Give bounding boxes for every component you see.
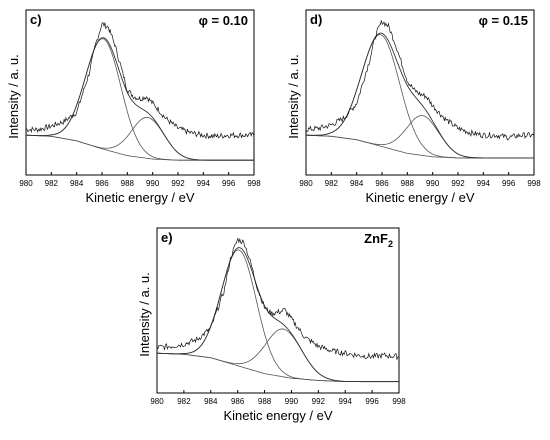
panel-label: c) xyxy=(30,12,42,27)
x-tick-label: 984 xyxy=(350,179,364,188)
x-tick-label: 996 xyxy=(222,179,236,188)
x-tick-label: 988 xyxy=(258,397,272,406)
x-tick-label: 982 xyxy=(177,397,191,406)
x-axis-title: Kinetic energy / eV xyxy=(365,190,474,205)
x-tick-label: 988 xyxy=(121,179,135,188)
x-tick-label: 996 xyxy=(502,179,516,188)
x-tick-label: 990 xyxy=(285,397,299,406)
x-axis-title: Kinetic energy / eV xyxy=(85,190,194,205)
x-tick-label: 980 xyxy=(150,397,164,406)
panel-annotation: ZnF2 xyxy=(364,231,393,249)
x-tick-label: 984 xyxy=(204,397,218,406)
background-line xyxy=(157,352,399,383)
fit-peak-1-line xyxy=(306,34,534,159)
x-tick-label: 982 xyxy=(325,179,339,188)
x-tick-label: 986 xyxy=(375,179,389,188)
fit-peak-1-line xyxy=(157,249,399,383)
chart-panel-2: 980 982 984 986 988 990 992 994 996 998 Kinetic en… xyxy=(286,9,541,205)
fit-envelope-line xyxy=(26,37,254,161)
panel-annotation: φ = 0.15 xyxy=(479,13,528,28)
x-tick-label: 990 xyxy=(426,179,440,188)
chart-panel-1: 980 982 984 986 988 990 992 994 996 998 Kinetic en… xyxy=(6,9,261,205)
x-tick-label: 992 xyxy=(451,179,465,188)
plot-area xyxy=(157,237,399,383)
y-axis-title: Intensity / a. u. xyxy=(137,272,152,357)
plot-area xyxy=(26,22,254,161)
x-tick-label: 986 xyxy=(95,179,109,188)
plot-frame xyxy=(305,9,535,176)
measured-spectrum-line xyxy=(26,22,254,140)
x-tick-label: 998 xyxy=(247,179,261,188)
y-axis-title: Intensity / a. u. xyxy=(6,54,21,139)
x-tick-label: 994 xyxy=(477,179,491,188)
fit-envelope-line xyxy=(306,32,534,159)
x-tick-label: 998 xyxy=(392,397,406,406)
measured-spectrum-line xyxy=(157,237,399,361)
panel-label: d) xyxy=(310,12,322,27)
chart-panel-3: 980 982 984 986 988 990 992 994 996 998 Kinetic en… xyxy=(137,227,406,423)
panel-label: e) xyxy=(161,230,173,245)
fit-envelope-line xyxy=(157,247,399,383)
plot-area xyxy=(306,20,534,159)
y-axis-title: Intensity / a. u. xyxy=(286,54,301,139)
x-tick-label: 980 xyxy=(299,179,313,188)
x-tick-label: 992 xyxy=(171,179,185,188)
panel-annotation: φ = 0.10 xyxy=(199,13,248,28)
x-tick-label: 988 xyxy=(401,179,415,188)
x-tick-label: 982 xyxy=(45,179,59,188)
background-line xyxy=(306,134,534,159)
x-tick-label: 990 xyxy=(146,179,160,188)
background-line xyxy=(26,134,254,161)
x-tick-label: 994 xyxy=(197,179,211,188)
plot-frame xyxy=(25,9,255,176)
x-tick-label: 998 xyxy=(527,179,541,188)
x-axis-title: Kinetic energy / eV xyxy=(223,408,332,423)
measured-spectrum-line xyxy=(306,20,534,141)
x-tick-label: 984 xyxy=(70,179,84,188)
fit-peak-2-line xyxy=(157,328,399,383)
x-tick-label: 980 xyxy=(19,179,33,188)
x-tick-label: 992 xyxy=(312,397,326,406)
x-tick-label: 986 xyxy=(231,397,245,406)
x-tick-label: 994 xyxy=(339,397,353,406)
x-tick-label: 996 xyxy=(365,397,379,406)
plot-frame xyxy=(156,227,400,394)
